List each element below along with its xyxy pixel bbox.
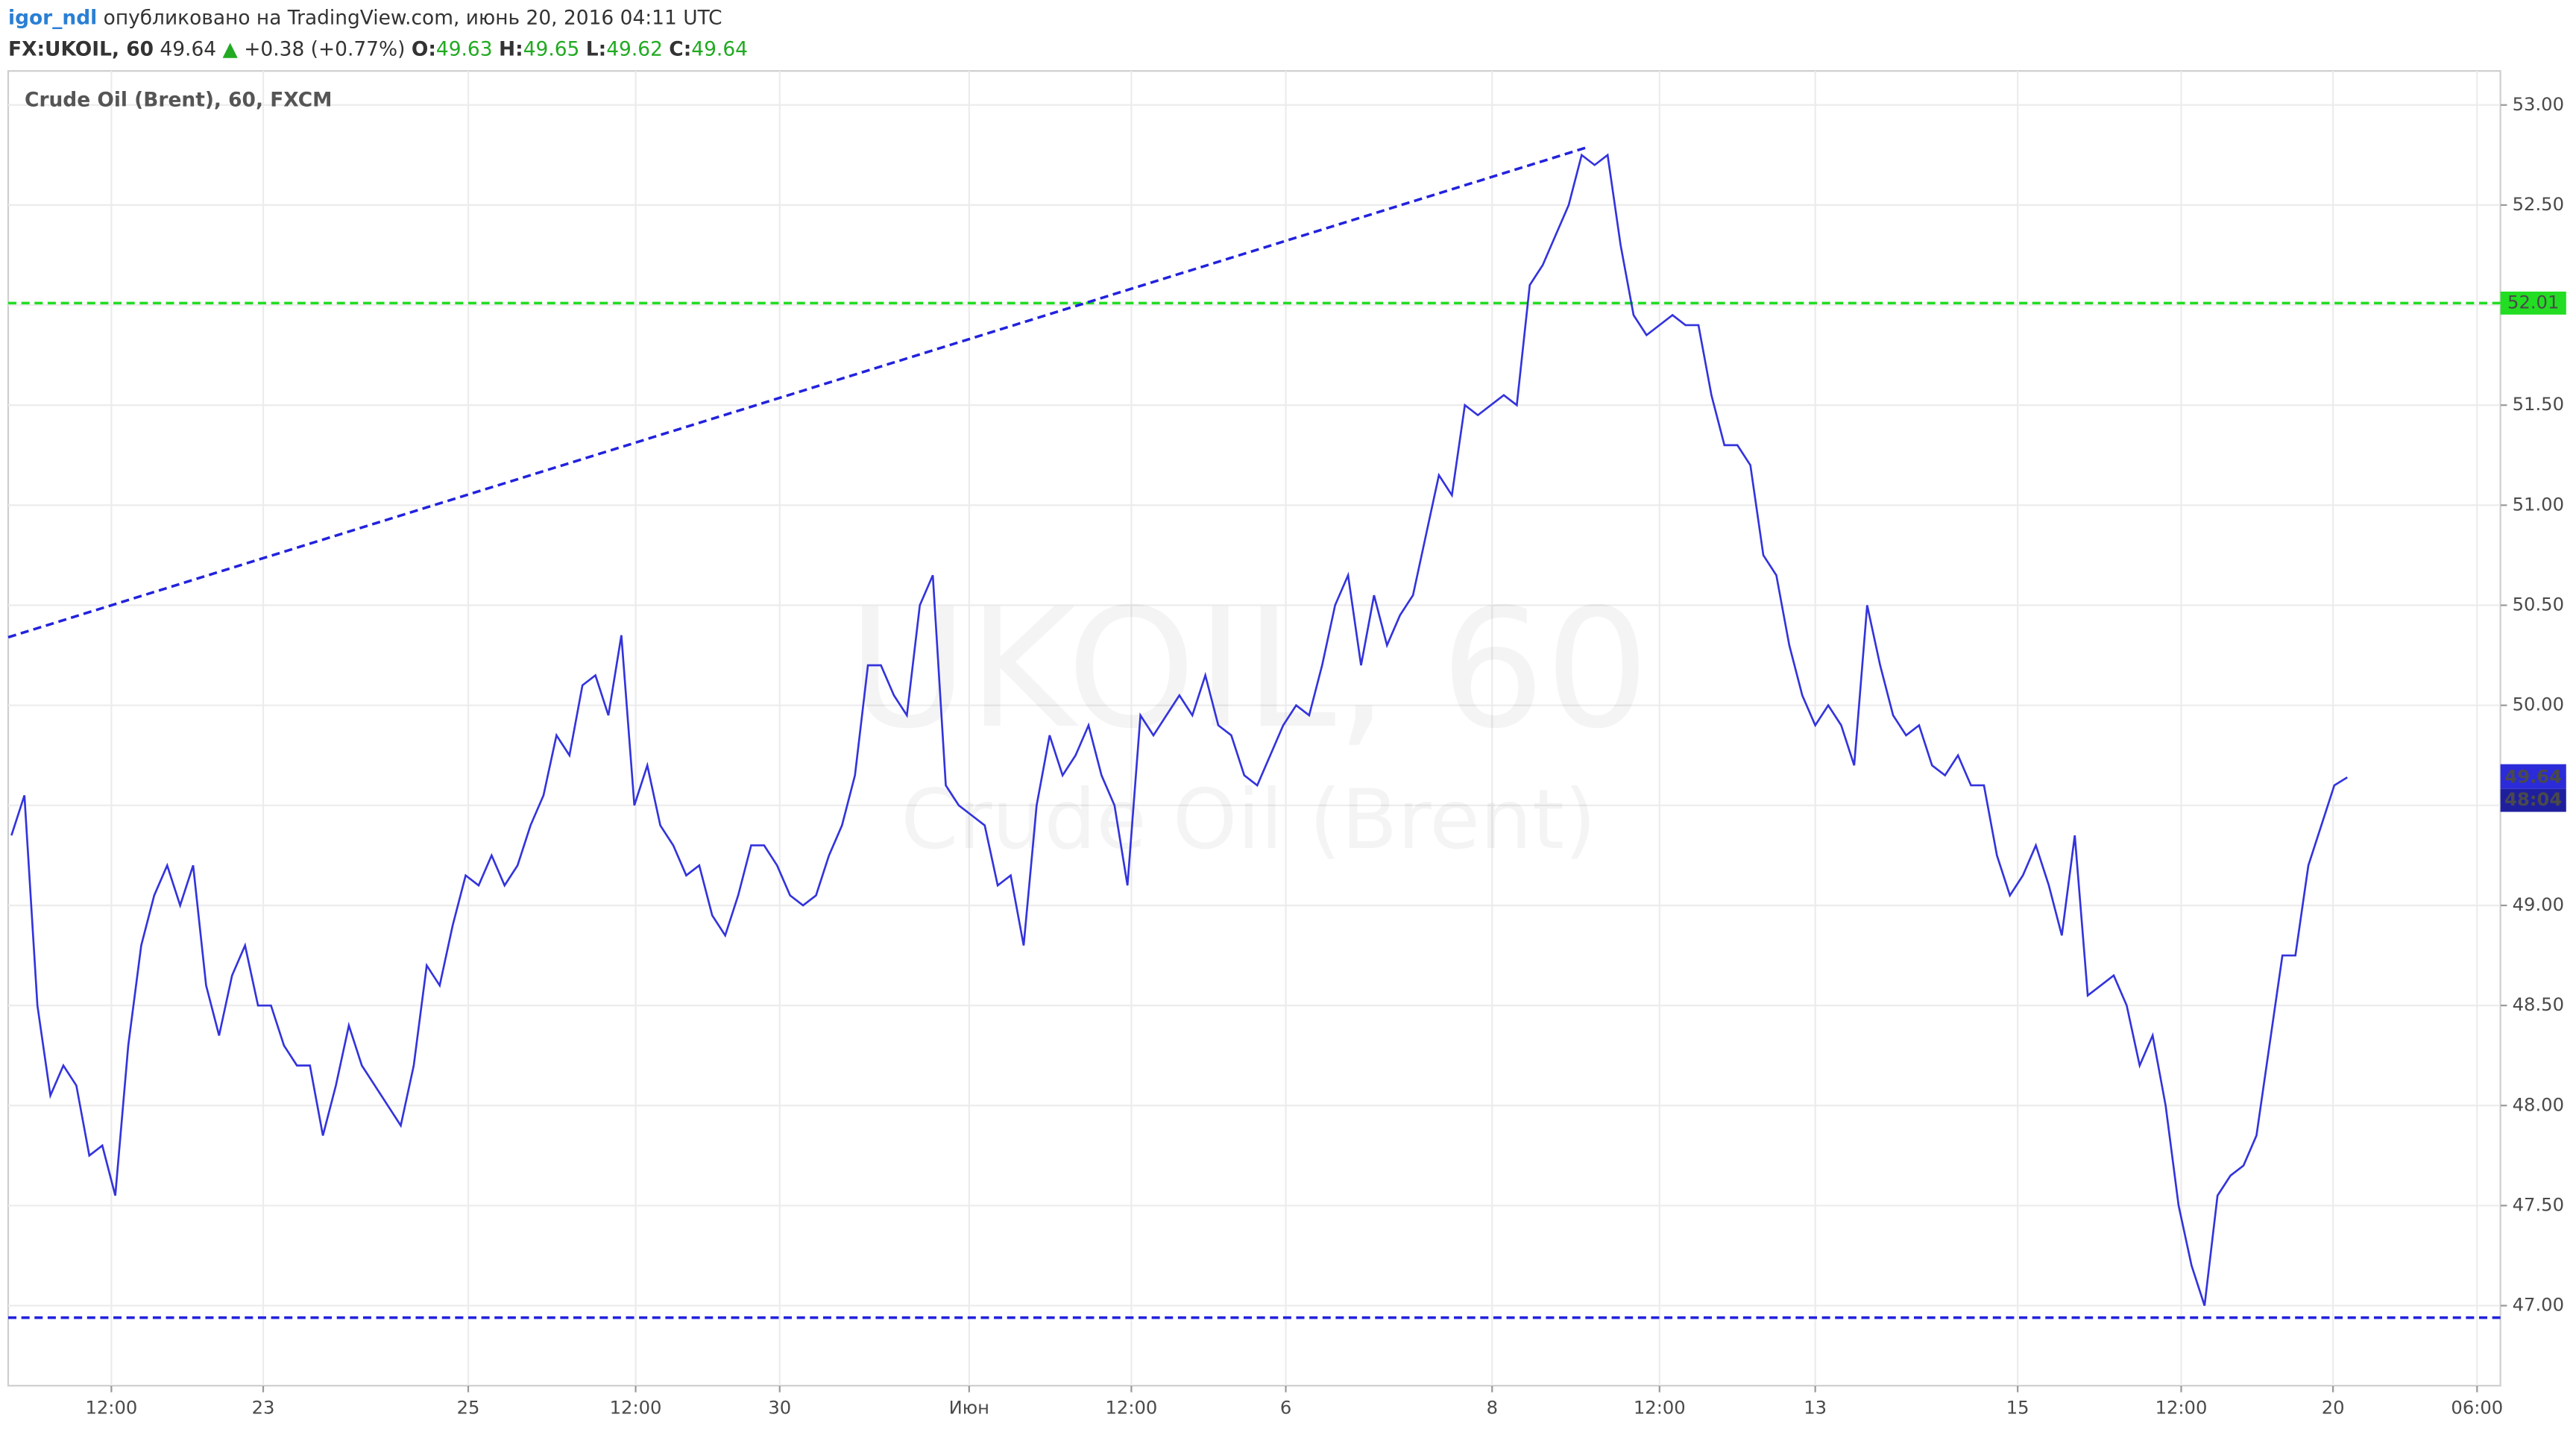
y-tick-label: 50.50 <box>2513 594 2564 615</box>
y-tick-label: 47.50 <box>2513 1194 2564 1215</box>
y-tick-label: 49.00 <box>2513 894 2564 915</box>
change: +0.38 (+0.77%) <box>244 37 405 60</box>
plot-frame <box>7 70 2501 1387</box>
x-tick-label: 25 <box>457 1398 480 1419</box>
level-tag <box>2500 291 2566 315</box>
countdown-tag <box>2500 788 2566 812</box>
symbol: FX:UKOIL, 60 <box>8 37 154 60</box>
watermark-sub: Crude Oil (Brent) <box>901 772 1596 867</box>
x-tick-label: 13 <box>1804 1398 1827 1419</box>
x-tick-label: 6 <box>1280 1398 1291 1419</box>
x-tick-label: 12:00 <box>1106 1398 1158 1419</box>
o-label: O: <box>412 37 436 60</box>
last-price-label: 49.64 <box>2504 766 2562 787</box>
up-icon: ▲ <box>223 37 239 60</box>
last-price-tag <box>2500 764 2566 789</box>
x-tick-label: 8 <box>1487 1398 1498 1419</box>
y-tick-label: 48.00 <box>2513 1094 2564 1115</box>
x-tick-label: 12:00 <box>610 1398 662 1419</box>
x-tick-label: 06:00 <box>2451 1398 2503 1419</box>
y-tick-label: 51.00 <box>2513 494 2564 515</box>
x-tick-label: 15 <box>2006 1398 2029 1419</box>
h: 49.65 <box>523 37 580 60</box>
price-line <box>10 153 2348 1306</box>
y-tick-label: 53.00 <box>2513 94 2564 115</box>
y-tick-label: 47.00 <box>2513 1295 2564 1316</box>
level-label: 52.01 <box>2507 292 2559 313</box>
c: 49.64 <box>691 37 748 60</box>
chart-title: Crude Oil (Brent), 60, FXCM <box>25 88 332 111</box>
x-tick-label: 23 <box>252 1398 275 1419</box>
c-label: C: <box>669 37 691 60</box>
h-label: H: <box>499 37 523 60</box>
y-tick-label: 48.50 <box>2513 994 2564 1015</box>
header-line: igor_ndl опубликовано на TradingView.com… <box>8 6 722 29</box>
x-tick-label: 12:00 <box>1634 1398 1686 1419</box>
x-tick-label: 30 <box>768 1398 791 1419</box>
countdown-label: 48:04 <box>2504 789 2562 810</box>
published: опубликовано на TradingView.com, июнь 20… <box>104 6 722 29</box>
y-tick-label: 52.50 <box>2513 194 2564 215</box>
y-tick-label: 51.50 <box>2513 394 2564 415</box>
y-tick-label: 50.00 <box>2513 694 2564 715</box>
l-label: L: <box>586 37 606 60</box>
o: 49.63 <box>436 37 493 60</box>
l: 49.62 <box>606 37 663 60</box>
quote-line: FX:UKOIL, 60 49.64 ▲ +0.38 (+0.77%) O:49… <box>8 37 748 60</box>
x-tick-label: Июн <box>949 1398 989 1419</box>
x-tick-label: 12:00 <box>85 1398 137 1419</box>
x-tick-label: 12:00 <box>2155 1398 2208 1419</box>
watermark: UKOIL, 60 <box>848 573 1649 764</box>
x-tick-label: 20 <box>2322 1398 2345 1419</box>
user[interactable]: igor_ndl <box>8 6 97 29</box>
last: 49.64 <box>160 37 216 60</box>
